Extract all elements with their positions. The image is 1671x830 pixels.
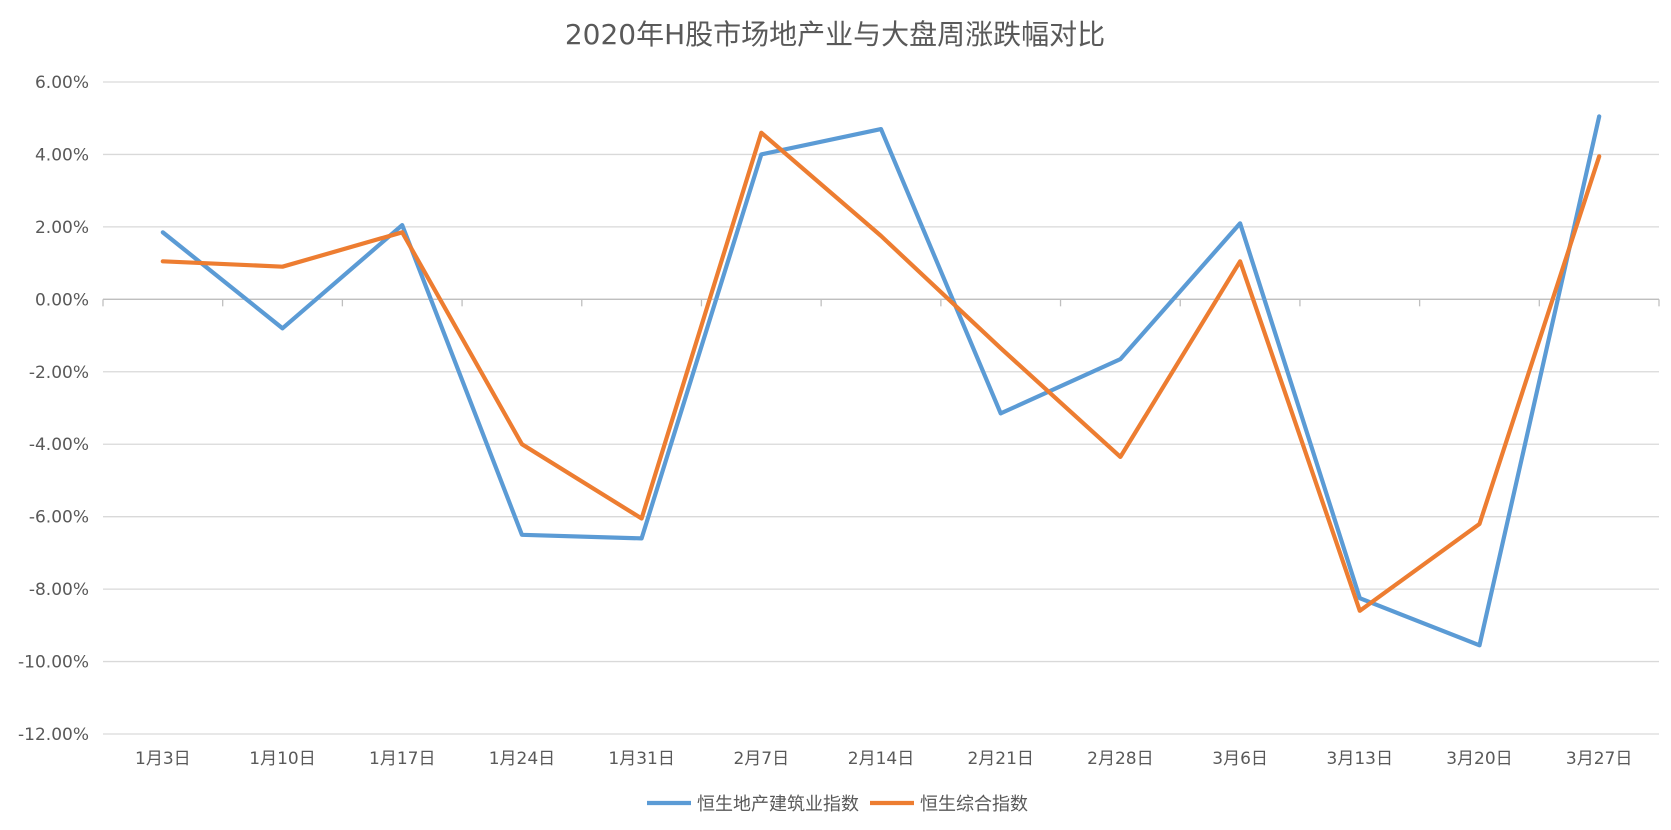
x-tick-label: 1月3日 <box>135 749 191 769</box>
x-tick-label: 1月24日 <box>489 749 555 769</box>
y-tick-label: -12.00% <box>18 725 89 745</box>
x-tick-label: 2月21日 <box>967 749 1033 769</box>
y-axis-ticks: -12.00% -10.00% -8.00% -6.00% -4.00% -2.00% 0.… <box>18 73 89 745</box>
x-tick-label: 2月14日 <box>848 749 914 769</box>
x-tick-label: 2月28日 <box>1087 749 1153 769</box>
legend-label: 恒生地产建筑业指数 <box>697 794 859 815</box>
legend-label: 恒生综合指数 <box>920 794 1028 815</box>
x-tick-label: 1月17日 <box>369 749 435 769</box>
y-tick-label: -6.00% <box>29 508 89 528</box>
chart-title: 2020年H股市场地产业与大盘周涨跌幅对比 <box>565 18 1105 51</box>
series-lines <box>163 116 1599 645</box>
y-tick-label: 2.00% <box>35 218 89 238</box>
y-tick-label: -10.00% <box>18 653 89 673</box>
x-tick-label: 3月13日 <box>1327 749 1393 769</box>
x-axis <box>103 299 1659 306</box>
gridlines <box>103 82 1659 734</box>
y-tick-label: 4.00% <box>35 145 89 165</box>
legend: 恒生地产建筑业指数 恒生综合指数 <box>647 794 1028 815</box>
x-tick-label: 3月27日 <box>1566 749 1632 769</box>
x-tick-label: 1月31日 <box>608 749 674 769</box>
y-tick-label: 6.00% <box>35 73 89 93</box>
series-line-1 <box>163 116 1599 645</box>
x-axis-ticks: 1月3日 1月10日 1月17日 1月24日 1月31日 2月7日 2月14日 2月21日 2月… <box>135 749 1632 769</box>
y-tick-label: -8.00% <box>29 580 89 600</box>
y-tick-label: -4.00% <box>29 435 89 455</box>
x-tick-label: 3月20日 <box>1446 749 1512 769</box>
x-tick-label: 1月10日 <box>249 749 315 769</box>
x-tick-label: 3月6日 <box>1212 749 1268 769</box>
y-tick-label: 0.00% <box>35 290 89 310</box>
x-tick-label: 2月7日 <box>733 749 789 769</box>
y-tick-label: -2.00% <box>29 363 89 383</box>
